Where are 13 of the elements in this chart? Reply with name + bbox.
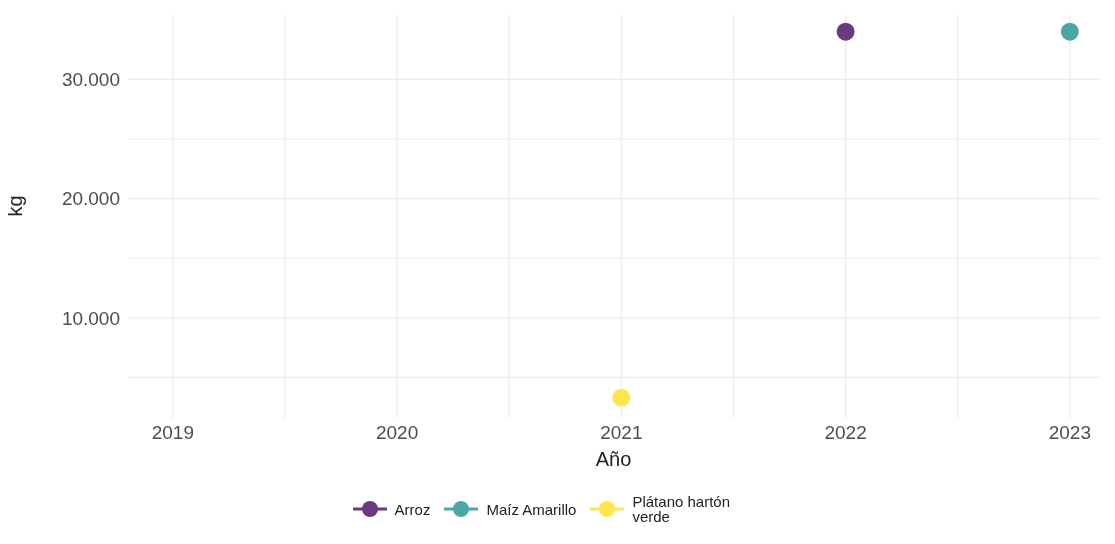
x-tick-label: 2019 bbox=[151, 422, 194, 444]
legend-label: Arroz bbox=[394, 500, 431, 518]
x-tick-label: 2020 bbox=[375, 422, 419, 444]
x-axis-title: Año bbox=[595, 448, 632, 470]
y-tick-label: 20.000 bbox=[61, 188, 120, 210]
legend-label: Maíz Amarillo bbox=[486, 500, 577, 518]
x-tick-label: 2022 bbox=[824, 422, 867, 444]
x-tick-label: 2023 bbox=[1048, 422, 1091, 444]
y-axis-title: kg bbox=[4, 195, 27, 217]
legend-label: Plátano hartón verde bbox=[632, 493, 731, 525]
y-tick-label: 10.000 bbox=[61, 307, 120, 329]
y-tick-label: 30.000 bbox=[61, 69, 120, 91]
x-tick-label: 2021 bbox=[600, 422, 643, 444]
